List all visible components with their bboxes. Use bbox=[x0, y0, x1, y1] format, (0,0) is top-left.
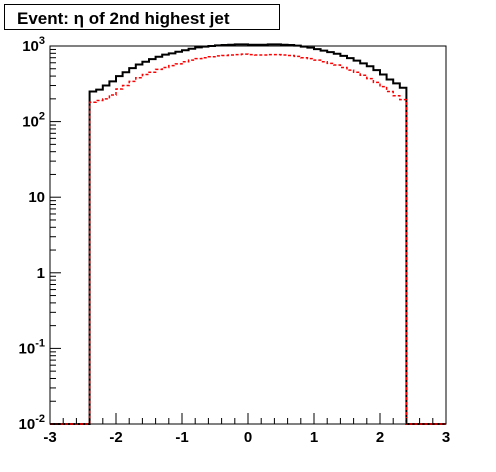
x-tick-label: -1 bbox=[175, 429, 188, 446]
y-tick-label: 1 bbox=[37, 265, 45, 282]
x-tick-label: 0 bbox=[244, 429, 252, 446]
histogram-series-1 bbox=[50, 43, 446, 425]
y-tick-label: 103 bbox=[22, 35, 45, 55]
y-tick-label: 10-1 bbox=[19, 337, 45, 357]
y-tick-label: 10-2 bbox=[19, 413, 45, 433]
y-tick-label: 10 bbox=[28, 189, 45, 206]
histogram-series-2 bbox=[50, 53, 446, 425]
x-tick-label: 2 bbox=[376, 429, 384, 446]
chart-title: Event: η of 2nd highest jet bbox=[17, 9, 230, 28]
y-tick-label: 102 bbox=[22, 111, 45, 131]
x-tick-label: 3 bbox=[442, 429, 450, 446]
plot-frame bbox=[49, 45, 447, 425]
x-tick-label: -2 bbox=[109, 429, 122, 446]
x-tick-label: 1 bbox=[310, 429, 318, 446]
chart-title-box: Event: η of 2nd highest jet bbox=[4, 4, 280, 30]
x-tick-label: -3 bbox=[43, 429, 56, 446]
